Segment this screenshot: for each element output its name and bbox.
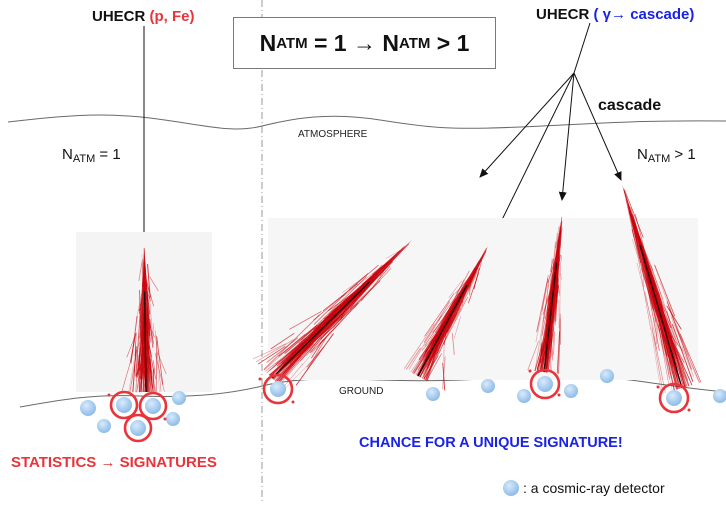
- detector: [172, 391, 186, 405]
- detector: [600, 369, 614, 383]
- atmosphere-line: [8, 115, 726, 129]
- cascade-arrow-2: [496, 73, 574, 232]
- detector: [145, 398, 161, 414]
- detector: [97, 419, 111, 433]
- left-natm-sub: ATM: [73, 153, 95, 165]
- shower-backdrop-right: [268, 218, 698, 380]
- title-end: > 1: [430, 30, 469, 57]
- detector: [116, 397, 132, 413]
- ground-label: GROUND: [339, 387, 383, 397]
- left-natm-n: N: [62, 146, 73, 163]
- detector: [564, 384, 578, 398]
- cascade-label: cascade: [598, 98, 661, 114]
- detector: [517, 389, 531, 403]
- left-source-particles: (p, Fe): [150, 8, 195, 25]
- right-source-particles: ( γ→ cascade): [594, 6, 695, 23]
- cascade-arrow-3: [562, 73, 574, 200]
- right-natm-value: > 1: [670, 146, 695, 163]
- title-mid: = 1 →: [308, 30, 383, 57]
- right-source-name: UHECR: [536, 6, 589, 23]
- detector: [166, 412, 180, 426]
- right-source-label: UHECR ( γ→ cascade): [536, 7, 694, 22]
- atmosphere-label: ATMOSPHERE: [298, 130, 367, 140]
- left-natm-label: NATM = 1: [62, 147, 121, 165]
- right-natm-sub: ATM: [648, 153, 670, 165]
- title-sub2: ATM: [399, 35, 430, 52]
- left-natm-value: = 1: [95, 146, 120, 163]
- right-natm-label: NATM > 1: [637, 147, 696, 165]
- cascade-arrow-4: [574, 73, 621, 180]
- left-source-name: UHECR: [92, 8, 145, 25]
- incoming-arrow: [574, 23, 590, 73]
- left-source-label: UHECR (p, Fe): [92, 9, 195, 24]
- detector: [80, 400, 96, 416]
- legend-detector-icon: [503, 480, 519, 496]
- left-caption: STATISTICS → SIGNATURES: [11, 455, 217, 470]
- detector: [130, 420, 146, 436]
- title-sub1: ATM: [276, 35, 307, 52]
- title-n1: N: [260, 30, 277, 57]
- right-natm-n: N: [637, 146, 648, 163]
- detector: [481, 379, 495, 393]
- detector: [666, 390, 682, 406]
- detector: [426, 387, 440, 401]
- legend-text: : a cosmic-ray detector: [523, 481, 665, 495]
- right-caption: CHANCE FOR A UNIQUE SIGNATURE!: [359, 436, 623, 451]
- title-n2: N: [382, 30, 399, 57]
- detector: [537, 376, 553, 392]
- detector: [270, 381, 286, 397]
